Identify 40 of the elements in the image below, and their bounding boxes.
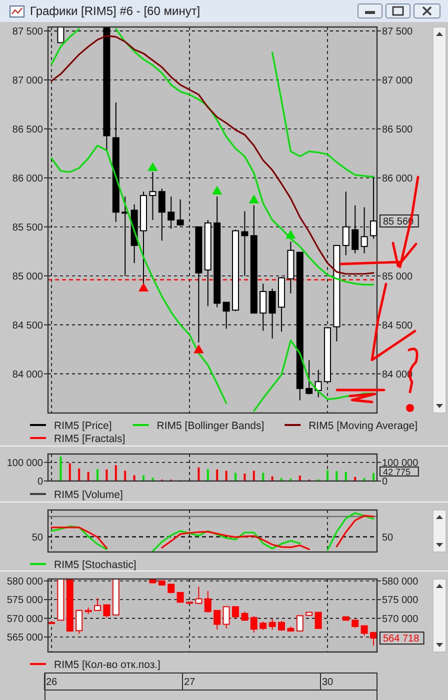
y-tick-label: 100 000 — [6, 458, 44, 469]
text: 50 — [382, 532, 394, 544]
y-tick-label: 0 — [37, 476, 44, 488]
y-tick-label: 575 000 — [6, 595, 44, 606]
y2-tick-label: 87 000 — [382, 75, 414, 86]
text: 42 775 — [383, 467, 411, 477]
y-tick-label: 84 000 — [12, 369, 44, 380]
y2-tick-label: 84 500 — [382, 320, 414, 332]
y-tick-label: 565 000 — [6, 632, 44, 644]
y2-tick-label: 580 000 — [382, 576, 419, 588]
y-tick-label: 85 500 — [12, 222, 44, 234]
y2-tick-label: 86 000 — [382, 173, 414, 184]
y2-tick-label: 100 000 — [382, 458, 419, 469]
x-tick-label: 26 — [46, 677, 58, 688]
y2-tick-label: 86 500 — [382, 124, 414, 136]
legend-label: RIM5 [Bollinger Bands] — [156, 420, 264, 432]
x-tick-label: 30 — [322, 677, 334, 688]
x-tick-label: 27 — [184, 677, 196, 688]
y2-tick-label: 87 500 — [382, 26, 414, 38]
series-label: RIM5 [Volume] — [54, 489, 123, 501]
text: 50 — [32, 532, 44, 544]
y-tick-label: 86 000 — [12, 173, 44, 184]
y-tick-label: 87 000 — [12, 75, 44, 86]
y-tick-label: 84 500 — [12, 320, 44, 332]
y-tick-label: 87 500 — [12, 26, 44, 38]
chart-title: Графики [RIM5] #6 - [60 минут] — [30, 4, 200, 18]
y2-tick-label: 575 000 — [382, 595, 419, 606]
legend-label: RIM5 [Fractals] — [54, 433, 126, 445]
y2-tick-label: 570 000 — [382, 614, 419, 625]
y2-tick-label: 85 000 — [382, 271, 414, 282]
legend-label: RIM5 [Кол-во отк.поз.] — [54, 659, 161, 671]
text: 564 718 — [383, 634, 420, 645]
y-tick-label: 570 000 — [6, 614, 44, 625]
legend-label: RIM5 [Stochastic] — [54, 559, 136, 571]
y-tick-label: 86 500 — [12, 124, 44, 136]
y-tick-label: 580 000 — [6, 576, 44, 588]
legend-label: RIM5 [Price] — [54, 420, 112, 432]
legend-label: RIM5 [Moving Average] — [308, 420, 418, 432]
y2-tick-label: 0 — [382, 476, 388, 488]
y-tick-label: 85 000 — [12, 271, 44, 282]
